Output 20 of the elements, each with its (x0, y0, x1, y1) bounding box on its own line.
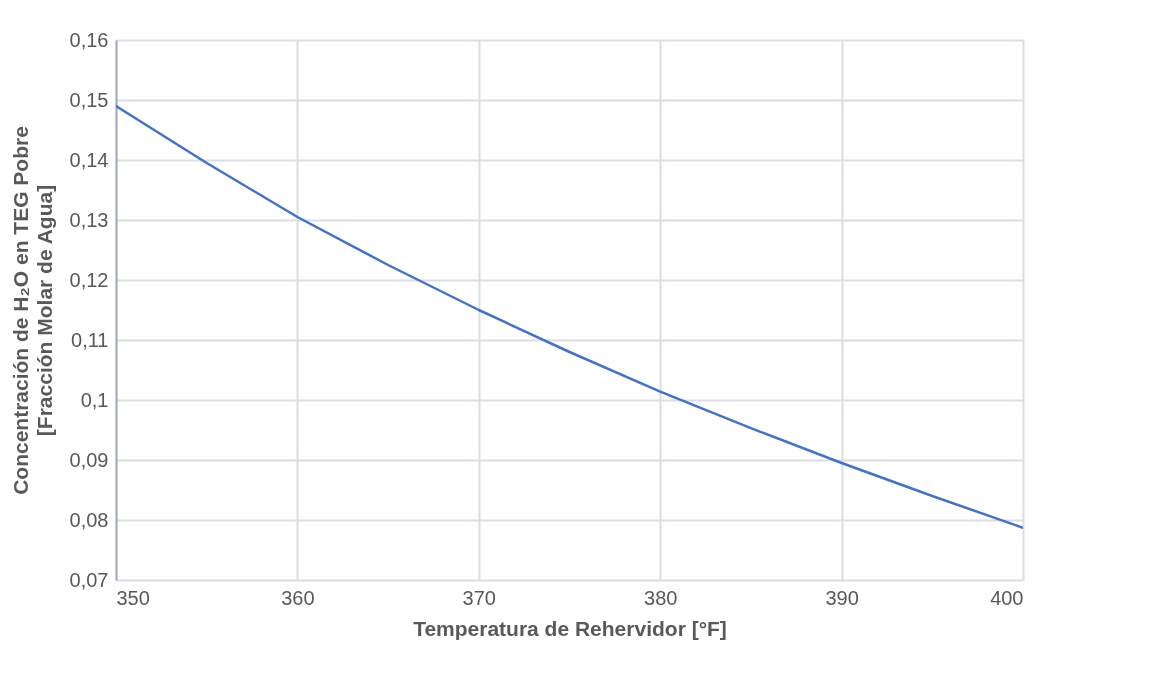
text: [Fracción Molar de Agua] (32, 184, 56, 437)
x-tick-label: 390 (825, 586, 859, 609)
x-tick-label: 400 (990, 586, 1024, 609)
y-tick-label: 0,16 (69, 28, 109, 51)
y-tick-label: 0,08 (69, 508, 109, 531)
x-tick-label: 370 (462, 586, 496, 609)
text: Concentración de H₂O en TEG Pobre (8, 126, 32, 495)
y-tick-label: 0,1 (80, 388, 109, 411)
x-tick-label: 350 (116, 586, 150, 609)
y-tick-label: 0,11 (71, 328, 109, 351)
x-tick-label: 380 (644, 586, 678, 609)
y-tick-label: 0,12 (69, 268, 109, 291)
y-tick-label: 0,13 (69, 208, 109, 231)
y-tick-label: 0,15 (69, 88, 109, 111)
line-series (116, 104, 1023, 530)
y-tick-label: 0,09 (69, 448, 109, 471)
y-tick-label: 0,14 (69, 148, 109, 171)
x-tick-label: 360 (281, 586, 315, 609)
x-axis-title: Temperatura de Rehervidor [°F] (413, 616, 727, 640)
y-tick-label: 0,07 (69, 568, 109, 591)
